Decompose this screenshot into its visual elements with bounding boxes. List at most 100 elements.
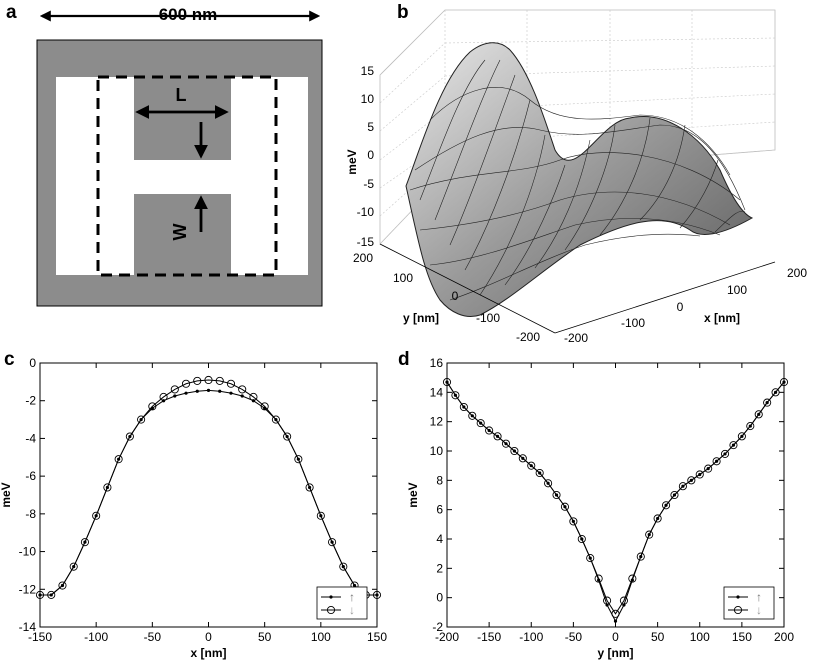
y-tick-label: 0 <box>29 356 36 370</box>
series-point-circle <box>193 376 202 385</box>
series-point-circle <box>305 483 314 492</box>
y-tick: 100 <box>393 271 413 285</box>
series-point-circle <box>328 538 337 547</box>
series-point-circle <box>451 391 460 400</box>
series-point-dot <box>195 389 199 393</box>
potential-surface <box>405 42 754 317</box>
legend-label: ↓ <box>756 603 762 617</box>
series-point-dot <box>206 388 211 392</box>
x-tick-label: -200 <box>435 630 459 644</box>
series-point-dot <box>173 394 177 398</box>
y-tick-label: 4 <box>436 532 443 546</box>
series-point-circle <box>704 464 713 473</box>
surface-x-label: x [nm] <box>704 311 740 325</box>
surface-y-label: y [nm] <box>403 311 439 325</box>
series-point-circle <box>619 596 628 605</box>
chart-c: -150 -100 -50 0 50 100 150 -14 -12 -10 -8 -6 -4 -2 0 x … <box>0 356 387 660</box>
series-point-circle <box>316 511 325 520</box>
panel-letter-d: d <box>398 349 410 370</box>
y-tick: -200 <box>516 330 540 344</box>
x-tick-label: -50 <box>565 630 583 644</box>
surface-x-axis-line <box>554 261 776 334</box>
series-point-circle <box>712 457 721 466</box>
y-axis-label: meV <box>406 482 420 507</box>
x-tick-label: -150 <box>28 630 52 644</box>
x-tick-label: 100 <box>690 630 710 644</box>
series-point-circle <box>662 501 671 510</box>
series-point-circle <box>271 415 280 424</box>
z-tick: 15 <box>361 64 375 78</box>
x-tick: -200 <box>564 331 588 345</box>
x-tick-label: 100 <box>311 630 331 644</box>
z-tick: -10 <box>357 205 375 219</box>
right-gate-gap <box>231 77 308 275</box>
series-point-circle <box>594 574 603 583</box>
series-point-circle <box>560 502 570 511</box>
series-point-circle <box>678 482 687 491</box>
series-point-circle <box>249 392 258 401</box>
series-point-circle <box>125 432 134 441</box>
series-point-circle <box>628 574 637 583</box>
panel-letter-b: b <box>397 2 409 23</box>
y-tick-label: 16 <box>430 356 444 370</box>
series-point-circle <box>737 432 746 441</box>
x-tick-label: 200 <box>774 630 794 644</box>
series-point-circle <box>746 422 755 431</box>
legend-marker-dot <box>329 595 333 599</box>
y-tick-label: -2 <box>25 394 36 408</box>
chart-d: -200 -150 -100 -50 0 50 100 150 200 -2 0 2 4 6 8 10 12 14… <box>406 356 794 660</box>
legend-box <box>316 586 368 620</box>
series-point-circle <box>763 398 772 407</box>
series-point-circle <box>69 562 78 571</box>
z-tick: 5 <box>367 120 374 134</box>
panel-letter-c: c <box>4 349 15 370</box>
series-point-circle <box>80 538 89 547</box>
series-point-circle <box>603 596 612 605</box>
panel-b: b <box>345 2 807 345</box>
series-point-circle <box>181 379 191 388</box>
surface-y-axis-line <box>379 243 556 334</box>
y-tick-label: -6 <box>25 469 36 483</box>
series-point-circle <box>260 402 269 411</box>
series-point-circle <box>114 455 123 464</box>
panel-a: a 600 nm L W <box>6 2 323 307</box>
x-tick: 0 <box>677 300 684 314</box>
y-tick: 200 <box>353 251 373 265</box>
series-point-circle <box>569 517 578 526</box>
z-tick: -5 <box>363 177 374 191</box>
x-axis-label: y [nm] <box>598 646 634 660</box>
width-label: 600 nm <box>159 5 218 24</box>
x-tick-label: -100 <box>519 630 543 644</box>
y-tick-label: 2 <box>436 561 443 575</box>
y-tick-label: 8 <box>436 473 443 487</box>
y-tick-label: -8 <box>25 507 36 521</box>
y-tick-label: 12 <box>430 415 444 429</box>
y-tick-label: -2 <box>432 620 443 634</box>
x-tick-label: 50 <box>258 630 272 644</box>
legend-label: ↑ <box>756 590 762 604</box>
series-point-circle <box>204 375 213 385</box>
x-tick-label: 0 <box>205 630 212 644</box>
constriction-gap <box>134 160 231 194</box>
series-point-circle <box>238 385 247 394</box>
series-point-circle <box>137 415 146 424</box>
legend-marker-dot <box>736 595 740 599</box>
y-tick-label: 6 <box>436 503 443 517</box>
surface-z-ticks: 15 10 5 0 -5 -10 -15 <box>357 64 375 249</box>
legend-marker-circle <box>326 605 336 615</box>
surface-body <box>405 42 754 317</box>
series-point-circle <box>771 388 780 397</box>
x-tick-label: -150 <box>477 630 501 644</box>
y-tick-label: 14 <box>430 385 444 399</box>
series-point-dot <box>240 394 244 398</box>
series-point-circle <box>283 432 292 441</box>
y-tick-label: 0 <box>436 591 443 605</box>
dashed-region-box <box>96 75 278 277</box>
series-point-circle <box>170 385 179 394</box>
L-label: L <box>176 85 187 105</box>
series-point-circle <box>148 402 157 411</box>
surface-mesh <box>409 59 746 301</box>
series-point-circle <box>544 479 553 488</box>
y-axis-label: meV <box>0 482 13 507</box>
series-point-circle <box>501 439 511 448</box>
